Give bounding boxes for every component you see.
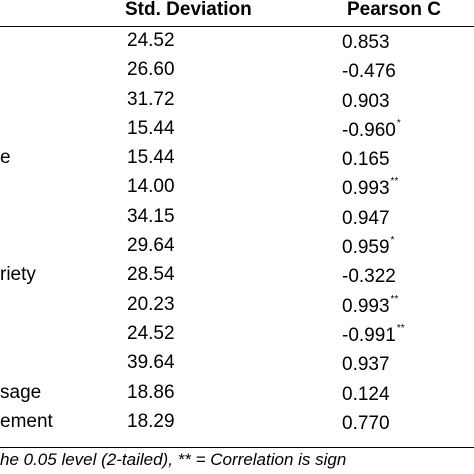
- row-label: sage: [0, 381, 42, 403]
- table-bottom-rule: [0, 447, 474, 448]
- table-row: sage 18.86 0.124: [0, 380, 474, 409]
- significance-mark: **: [396, 322, 405, 334]
- table-row: 24.52 -0.991**: [0, 321, 474, 350]
- std-dev-cell: 31.72: [127, 88, 175, 110]
- table-row: 39.64 0.937: [0, 350, 474, 379]
- std-dev-cell: 28.54: [127, 264, 175, 286]
- pearson-cell: 0.903: [342, 90, 390, 112]
- pearson-cell: 0.947: [342, 207, 390, 229]
- table-row: 26.60 -0.476: [0, 57, 474, 86]
- std-dev-cell: 29.64: [127, 235, 175, 257]
- pearson-cell: 0.165: [342, 149, 390, 171]
- table-row: 15.44 -0.960*: [0, 116, 474, 145]
- std-dev-cell: 15.44: [127, 147, 175, 169]
- significance-mark: **: [390, 176, 399, 188]
- std-dev-cell: 15.44: [127, 117, 175, 139]
- table-row: ement 18.29 0.770: [0, 409, 474, 438]
- pearson-cell: 0.770: [342, 412, 390, 434]
- std-dev-cell: 26.60: [127, 59, 175, 81]
- std-dev-cell: 24.52: [127, 30, 175, 51]
- pearson-cell: -0.960*: [342, 117, 401, 141]
- table-row: 34.15 0.947: [0, 204, 474, 233]
- pearson-cell: 0.124: [342, 383, 390, 405]
- table-row: 20.23 0.993**: [0, 292, 474, 321]
- std-dev-cell: 18.29: [127, 410, 175, 432]
- row-label: riety: [0, 264, 36, 286]
- pearson-cell: -0.476: [342, 61, 396, 83]
- pearson-cell: -0.991**: [342, 322, 405, 346]
- pearson-cell: 0.993**: [342, 293, 399, 317]
- header-pearson-correlation: Pearson C: [347, 0, 441, 20]
- table-row: riety 28.54 -0.322: [0, 262, 474, 291]
- pearson-cell: 0.937: [342, 354, 390, 376]
- table-row: 31.72 0.903: [0, 87, 474, 116]
- std-dev-cell: 14.00: [127, 176, 175, 198]
- pearson-cell: 0.993**: [342, 176, 399, 200]
- table-footnote: he 0.05 level (2-tailed), ** = Correlati…: [0, 450, 347, 469]
- significance-mark: *: [396, 117, 401, 129]
- significance-mark: *: [390, 235, 395, 247]
- table-row: 14.00 0.993**: [0, 174, 474, 203]
- significance-mark: **: [390, 293, 399, 305]
- std-dev-cell: 20.23: [127, 293, 175, 315]
- table-row: e 15.44 0.165: [0, 145, 474, 174]
- row-label: e: [0, 147, 11, 169]
- header-rule: [0, 26, 474, 27]
- std-dev-cell: 24.52: [127, 322, 175, 344]
- std-dev-cell: 18.86: [127, 381, 175, 403]
- pearson-cell: -0.322: [342, 266, 396, 288]
- table-body: 24.52 0.853 26.60 -0.476 31.72 0.903 15.…: [0, 28, 474, 438]
- table-header: Std. Deviation Pearson C: [0, 0, 474, 28]
- table-row: 24.52 0.853: [0, 28, 474, 57]
- std-dev-cell: 34.15: [127, 205, 175, 227]
- std-dev-cell: 39.64: [127, 352, 175, 374]
- pearson-cell: 0.959*: [342, 235, 395, 259]
- table-row: 29.64 0.959*: [0, 233, 474, 262]
- pearson-cell: 0.853: [342, 32, 390, 53]
- header-std-deviation: Std. Deviation: [125, 0, 252, 20]
- row-label: ement: [0, 410, 53, 432]
